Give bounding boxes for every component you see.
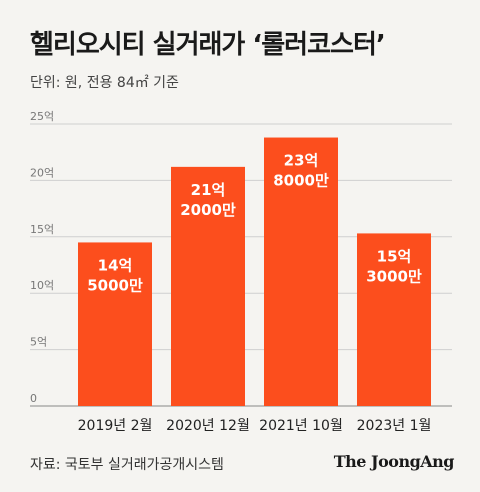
x-tick-label: 2020년 12월 bbox=[166, 418, 250, 434]
y-tick-label: 5억 bbox=[30, 336, 47, 349]
data-label: 3000만 bbox=[366, 267, 422, 285]
bar bbox=[264, 137, 338, 406]
brand-logo: The JoongAng bbox=[333, 452, 455, 471]
chart-title: 헬리오시티 실거래가 ‘롤러코스터’ bbox=[30, 30, 386, 60]
y-tick-label: 10억 bbox=[30, 279, 54, 292]
bar bbox=[171, 166, 245, 406]
y-tick-label: 25억 bbox=[30, 110, 54, 123]
data-label: 23억 bbox=[284, 152, 319, 170]
data-label: 21억 bbox=[191, 181, 226, 199]
bar bbox=[357, 233, 431, 406]
x-tick-label: 2023년 1월 bbox=[357, 418, 432, 434]
data-label: 2000만 bbox=[180, 201, 236, 219]
data-label: 8000만 bbox=[273, 172, 329, 190]
x-tick-label: 2019년 2월 bbox=[78, 418, 153, 434]
data-label: 14억 bbox=[98, 256, 133, 274]
data-label: 5000만 bbox=[87, 276, 143, 294]
bar bbox=[78, 242, 152, 406]
data-label: 15억 bbox=[377, 247, 412, 265]
source-note: 자료: 국토부 실거래가공개시스템 bbox=[30, 457, 224, 473]
unit-note: 단위: 원, 전용 84㎡ 기준 bbox=[30, 75, 179, 91]
y-tick-label: 20억 bbox=[30, 166, 54, 179]
y-tick-label: 15억 bbox=[30, 223, 54, 236]
y-tick-label: 0 bbox=[30, 392, 37, 405]
x-tick-label: 2021년 10월 bbox=[259, 418, 343, 434]
